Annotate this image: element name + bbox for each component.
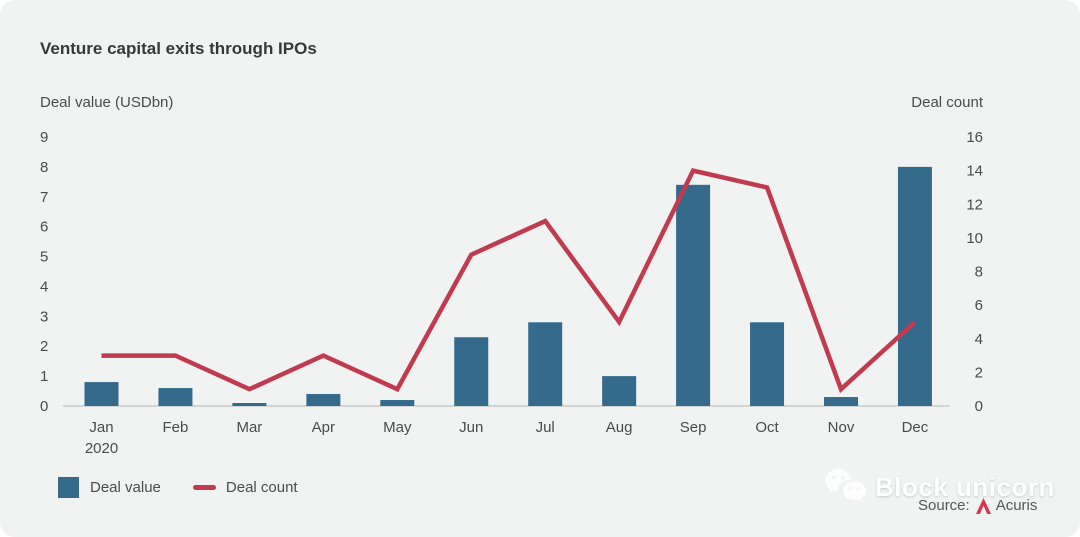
deal-value-bar bbox=[676, 184, 711, 406]
right-axis-tick: 6 bbox=[975, 297, 983, 314]
x-axis-tick-label: Oct bbox=[755, 419, 779, 436]
left-axis-tick: 4 bbox=[40, 278, 48, 295]
x-axis-tick-label: Jan bbox=[89, 419, 113, 436]
left-axis-tick: 8 bbox=[40, 159, 48, 176]
left-axis-tick: 0 bbox=[40, 398, 48, 415]
x-axis-tick-label: May bbox=[383, 419, 412, 436]
x-axis-tick-label: Dec bbox=[902, 419, 929, 436]
deal-value-swatch-icon bbox=[58, 477, 79, 498]
x-axis-tick-label: Feb bbox=[163, 419, 189, 436]
right-axis-tick: 14 bbox=[966, 163, 983, 180]
deal-value-bar bbox=[750, 322, 785, 406]
deal-value-bar bbox=[454, 337, 489, 406]
right-axis-tick: 10 bbox=[966, 230, 983, 247]
deal-value-bar bbox=[232, 403, 267, 406]
left-axis-tick: 2 bbox=[40, 338, 48, 355]
legend-label-deal-count: Deal count bbox=[225, 479, 298, 496]
right-axis-tick: 2 bbox=[975, 364, 983, 381]
x-axis-tick-label: Aug bbox=[606, 419, 633, 436]
legend-item-deal-count: Deal count bbox=[192, 479, 298, 496]
right-axis-label: Deal count bbox=[911, 94, 983, 111]
left-axis-tick: 5 bbox=[40, 249, 48, 266]
right-axis-tick: 4 bbox=[975, 331, 983, 348]
left-axis-tick: 7 bbox=[40, 189, 48, 206]
deal-count-swatch-icon bbox=[192, 485, 216, 490]
deal-value-bar bbox=[897, 166, 932, 406]
right-axis-tick: 8 bbox=[975, 264, 983, 281]
deal-value-bar bbox=[158, 388, 193, 406]
left-axis-tick: 1 bbox=[40, 368, 48, 385]
deal-value-bar bbox=[824, 397, 858, 406]
right-axis-tick: 12 bbox=[966, 196, 983, 213]
legend-item-deal-value: Deal value bbox=[58, 477, 161, 498]
deal-count-line bbox=[101, 168, 917, 394]
x-axis-year-label: 2020 bbox=[85, 440, 118, 457]
x-axis-tick-label: Apr bbox=[312, 419, 335, 436]
left-axis-tick: 3 bbox=[40, 308, 48, 325]
x-axis-tick-label: Sep bbox=[680, 419, 707, 436]
x-axis-tick-label: Mar bbox=[236, 419, 262, 436]
chart-legend: Deal value Deal count bbox=[58, 477, 298, 498]
deal-value-bar bbox=[380, 400, 415, 406]
legend-label-deal-value: Deal value bbox=[90, 479, 161, 496]
source-name: Acuris bbox=[995, 497, 1038, 514]
left-axis-tick: 9 bbox=[40, 129, 48, 146]
deal-value-bar bbox=[306, 394, 341, 406]
x-axis-tick-label: Jun bbox=[459, 419, 483, 436]
chart-title: Venture capital exits through IPOs bbox=[40, 39, 317, 58]
source-prefix: Source: bbox=[918, 497, 970, 514]
right-axis-tick: 0 bbox=[975, 398, 983, 415]
left-axis-label: Deal value (USDbn) bbox=[40, 94, 174, 111]
x-axis-tick-label: Jul bbox=[536, 419, 555, 436]
right-axis-tick: 16 bbox=[966, 129, 983, 146]
x-axis-tick-label: Nov bbox=[828, 419, 855, 436]
source-attribution: Source: Acuris bbox=[918, 497, 1037, 514]
acuris-logo-icon bbox=[975, 497, 991, 514]
deal-value-bar bbox=[84, 382, 119, 406]
deal-value-bar bbox=[602, 376, 637, 406]
deal-value-bar bbox=[528, 322, 563, 406]
left-axis-tick: 6 bbox=[40, 219, 48, 236]
